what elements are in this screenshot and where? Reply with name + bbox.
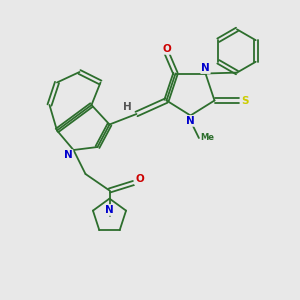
- Text: H: H: [123, 102, 132, 112]
- Text: N: N: [186, 116, 195, 126]
- Text: O: O: [162, 44, 171, 54]
- Text: O: O: [135, 174, 144, 184]
- Text: N: N: [64, 150, 73, 160]
- Text: N: N: [105, 205, 114, 215]
- Text: Me: Me: [200, 134, 214, 142]
- Text: N: N: [201, 63, 210, 73]
- Text: S: S: [241, 95, 248, 106]
